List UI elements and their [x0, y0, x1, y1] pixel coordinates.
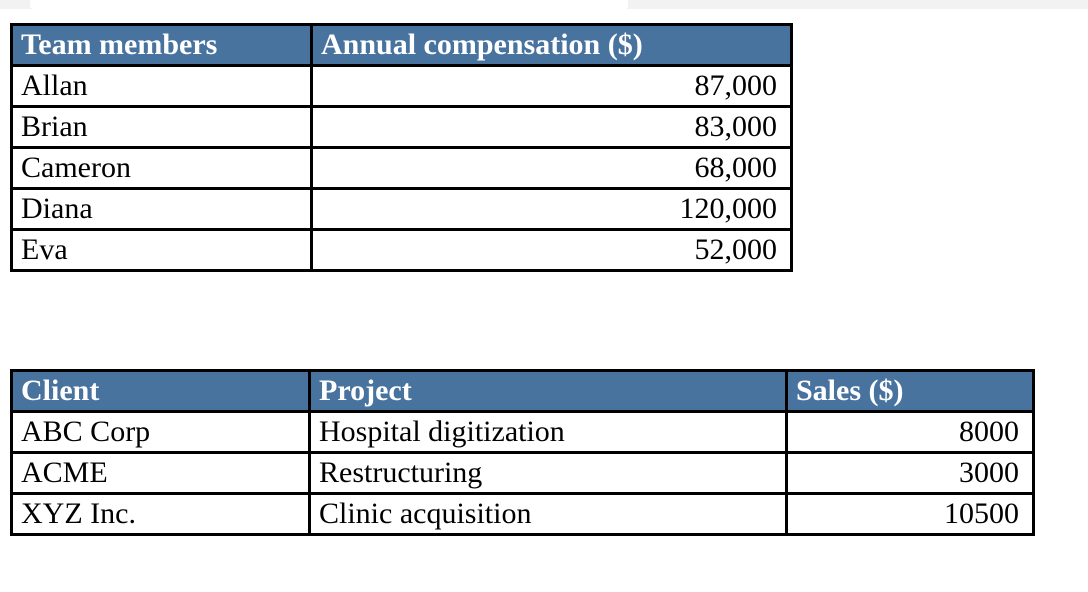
- sales-value: 3000: [785, 451, 1035, 495]
- team-table-header-members: Team members: [10, 23, 313, 67]
- project-name: Hospital digitization: [308, 410, 788, 454]
- client-table-header-project: Project: [308, 369, 788, 413]
- team-member-compensation: 52,000: [310, 228, 793, 272]
- client-table-header-client: Client: [10, 369, 311, 413]
- client-name: XYZ Inc.: [10, 492, 311, 536]
- project-name: Restructuring: [308, 451, 788, 495]
- table-row: ACME Restructuring 3000: [10, 451, 1035, 495]
- table-row: ABC Corp Hospital digitization 8000: [10, 410, 1035, 454]
- client-name: ABC Corp: [10, 410, 311, 454]
- team-member-compensation: 120,000: [310, 187, 793, 231]
- project-name: Clinic acquisition: [308, 492, 788, 536]
- sales-value: 10500: [785, 492, 1035, 536]
- team-member-name: Brian: [10, 105, 313, 149]
- table-row: Eva 52,000: [10, 228, 793, 272]
- client-table-header-sales: Sales ($): [785, 369, 1035, 413]
- team-compensation-table: Team members Annual compensation ($) All…: [10, 23, 793, 272]
- team-member-name: Allan: [10, 64, 313, 108]
- browser-chrome-remnant: [0, 0, 1088, 9]
- sales-value: 8000: [785, 410, 1035, 454]
- team-table-header-compensation: Annual compensation ($): [310, 23, 793, 67]
- team-member-name: Cameron: [10, 146, 313, 190]
- chrome-element-bottom-edge: [30, 0, 628, 9]
- table-row: Cameron 68,000: [10, 146, 793, 190]
- team-member-compensation: 87,000: [310, 64, 793, 108]
- team-member-name: Diana: [10, 187, 313, 231]
- team-table-header-row: Team members Annual compensation ($): [10, 23, 793, 67]
- team-member-compensation: 83,000: [310, 105, 793, 149]
- client-name: ACME: [10, 451, 311, 495]
- table-row: Allan 87,000: [10, 64, 793, 108]
- client-sales-table: Client Project Sales ($) ABC Corp Hospit…: [10, 369, 1035, 536]
- team-member-compensation: 68,000: [310, 146, 793, 190]
- table-row: Diana 120,000: [10, 187, 793, 231]
- team-member-name: Eva: [10, 228, 313, 272]
- client-table-header-row: Client Project Sales ($): [10, 369, 1035, 413]
- table-row: XYZ Inc. Clinic acquisition 10500: [10, 492, 1035, 536]
- table-row: Brian 83,000: [10, 105, 793, 149]
